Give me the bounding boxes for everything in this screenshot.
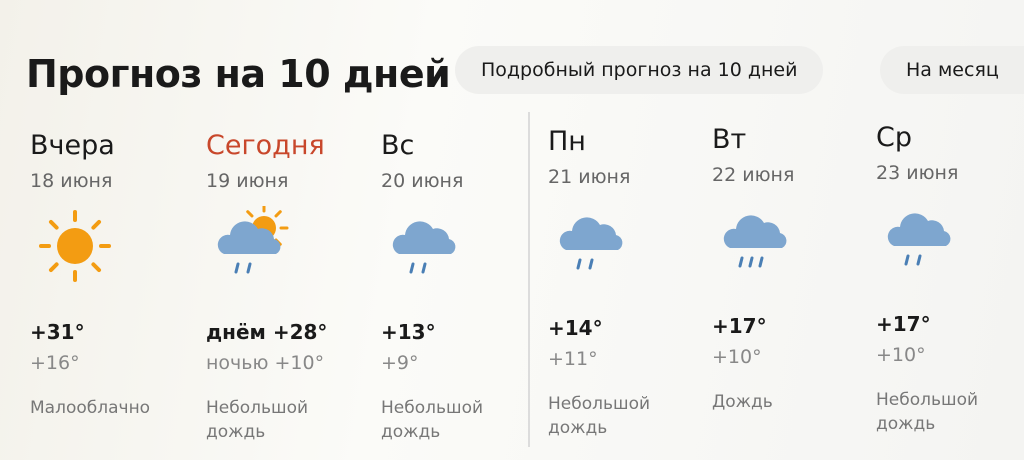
condition: Небольшой дождь: [548, 394, 651, 438]
detailed-forecast-button[interactable]: Подробный прогноз на 10 дней: [455, 46, 824, 94]
condition: Малооблачно: [30, 398, 151, 418]
day-column[interactable]: Пн 21 июня +14° +11° Небольшой дождь: [548, 126, 718, 440]
day-temperature: днём +28°: [206, 320, 328, 344]
day-temperature: +14°: [548, 316, 603, 340]
condition: Небольшой дождь: [381, 398, 484, 442]
night-temperature: +11°: [548, 348, 598, 370]
day-temperature: +31°: [30, 320, 85, 344]
day-date: 19 июня: [206, 170, 289, 192]
day-temperature: +13°: [381, 320, 436, 344]
sun-icon: [30, 206, 200, 286]
day-date: 20 июня: [381, 170, 464, 192]
night-temperature: ночью +10°: [206, 352, 325, 374]
day-column[interactable]: Ср 23 июня +17° +10° Небольшой дождь: [876, 122, 1024, 436]
page-title: Прогноз на 10 дней: [26, 52, 451, 96]
day-date: 22 июня: [712, 164, 795, 186]
day-column[interactable]: Вс 20 июня +13° +9° Небольшой дождь: [381, 130, 551, 444]
day-date: 21 июня: [548, 166, 631, 188]
day-name: Вс: [381, 130, 415, 161]
day-column[interactable]: Вт 22 июня +17° +10° Дождь: [712, 124, 882, 414]
night-temperature: +10°: [712, 346, 762, 368]
day-date: 18 июня: [30, 170, 113, 192]
night-temperature: +9°: [381, 352, 419, 374]
condition: Дождь: [712, 392, 773, 412]
condition: Небольшой дождь: [876, 390, 979, 434]
day-name: Вчера: [30, 130, 115, 161]
light-rain-icon: [381, 206, 551, 286]
rain-icon: [712, 200, 882, 280]
night-temperature: +16°: [30, 352, 80, 374]
divider: [528, 112, 530, 447]
condition: Небольшой дождь: [206, 398, 309, 442]
day-column[interactable]: Сегодня 19 июня днём +28° ночью +10° Неб…: [206, 130, 376, 444]
light-rain-icon: [548, 202, 718, 282]
day-temperature: +17°: [712, 314, 767, 338]
day-column[interactable]: Вчера 18 июня +31° +16° Малооблачно: [30, 130, 200, 420]
day-date: 23 июня: [876, 162, 959, 184]
month-forecast-button[interactable]: На месяц: [880, 46, 1024, 94]
night-temperature: +10°: [876, 344, 926, 366]
day-name: Вт: [712, 124, 747, 155]
day-name: Пн: [548, 126, 586, 157]
partly-cloudy-rain-icon: [206, 203, 376, 286]
day-name: Сегодня: [206, 130, 325, 161]
day-name: Ср: [876, 122, 912, 153]
day-temperature: +17°: [876, 312, 931, 336]
light-rain-icon: [876, 198, 1024, 278]
